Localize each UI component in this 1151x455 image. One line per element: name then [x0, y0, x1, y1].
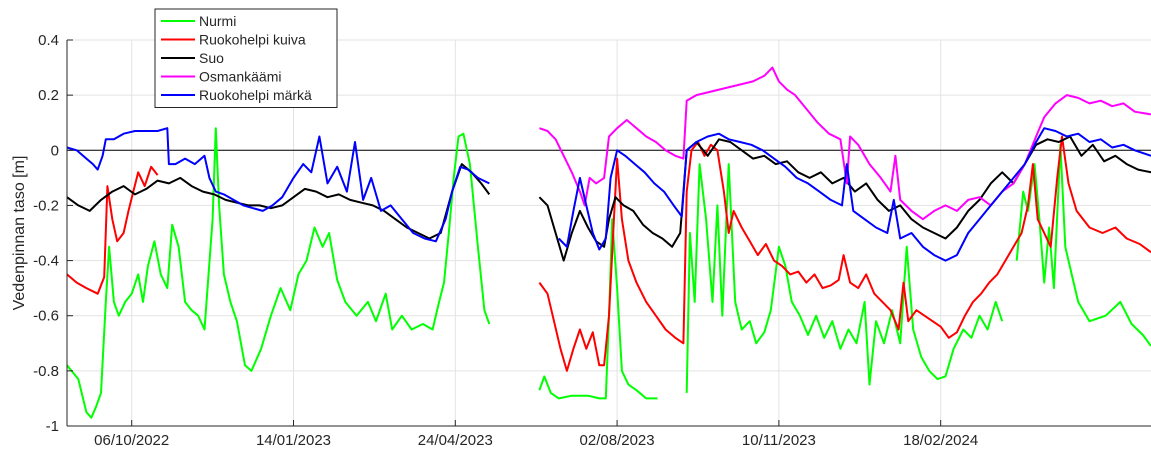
x-tick-label: 02/08/2023: [580, 432, 655, 449]
series-line: [66, 127, 491, 419]
x-tick-label: 06/10/2022: [94, 432, 169, 449]
legend-label: Nurmi: [199, 13, 236, 29]
y-tick-label: -0.4: [33, 253, 59, 270]
y-tick-label: -0.2: [33, 197, 59, 214]
series-line: [685, 163, 1004, 393]
series-line: [538, 135, 1151, 372]
series-line: [66, 127, 490, 243]
legend: Nurmi Ruokohelpi kuiva Suo Osmankäämi Ruokoh…: [154, 8, 338, 108]
x-tick-label: 10/11/2023: [742, 432, 816, 449]
series-line: [66, 165, 159, 295]
series-line: [558, 127, 1151, 262]
series-line: [538, 135, 1151, 262]
y-tick-label: 0: [51, 142, 59, 159]
legend-label: Osmankäämi: [199, 69, 281, 85]
y-tick-label: -0.6: [33, 308, 59, 325]
tick-labels: -1 -0.8 -0.6 -0.4 -0.2 0 0.2 0.4 06/10/2022 14/01…: [33, 32, 978, 449]
axes: [66, 40, 1151, 427]
y-tick-label: -1: [46, 418, 59, 435]
legend-label: Ruokohelpi kuiva: [199, 32, 306, 48]
legend-label: Ruokohelpi märkä: [199, 87, 312, 103]
series-ruokohelpi-m-rk-: [66, 127, 1151, 262]
series-line: [538, 218, 658, 400]
y-tick-label: -0.8: [33, 363, 59, 380]
series-suo: [66, 135, 1151, 262]
x-tick-label: 24/04/2023: [418, 432, 493, 449]
legend-box: [154, 8, 338, 108]
y-tick-label: 0.4: [38, 32, 59, 49]
series-line: [66, 163, 491, 240]
series-layer: [66, 66, 1151, 419]
legend-label: Suo: [199, 50, 224, 66]
series-ruokohelpi-kuiva: [66, 135, 1151, 372]
y-tick-label: 0.2: [38, 87, 59, 104]
x-tick-label: 18/02/2024: [903, 432, 978, 449]
x-tick-label: 14/01/2023: [256, 432, 331, 449]
y-axis-title: Vedenpinnan taso [m]: [11, 156, 28, 311]
